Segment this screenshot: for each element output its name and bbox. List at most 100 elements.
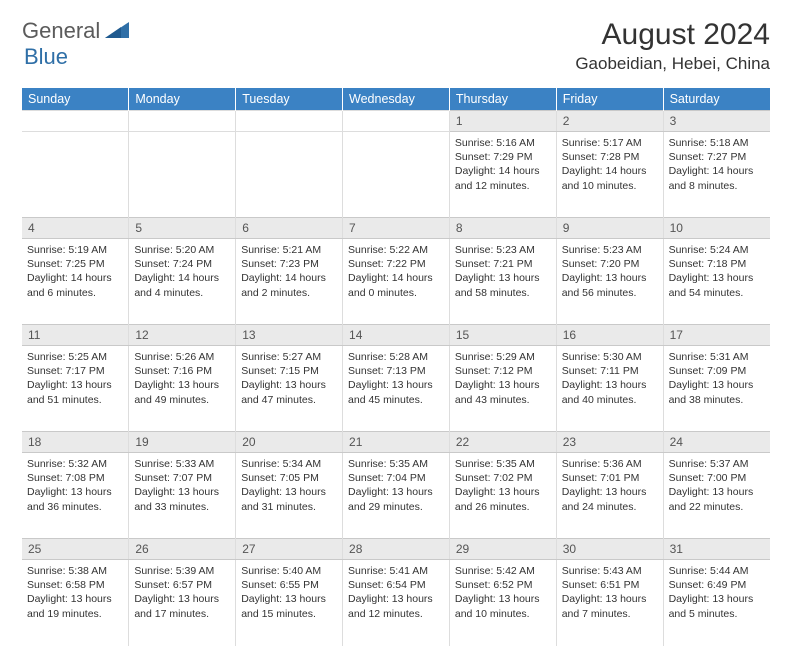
day-cell: Sunrise: 5:19 AMSunset: 7:25 PMDaylight:…	[22, 239, 129, 325]
sunset-text: Sunset: 7:00 PM	[669, 471, 765, 485]
sunrise-text: Sunrise: 5:27 AM	[241, 350, 337, 364]
day-cell: Sunrise: 5:40 AMSunset: 6:55 PMDaylight:…	[236, 560, 343, 646]
day-cell: Sunrise: 5:20 AMSunset: 7:24 PMDaylight:…	[129, 239, 236, 325]
day-content: Sunrise: 5:33 AMSunset: 7:07 PMDaylight:…	[134, 457, 230, 514]
day-cell: Sunrise: 5:34 AMSunset: 7:05 PMDaylight:…	[236, 453, 343, 539]
day-content: Sunrise: 5:41 AMSunset: 6:54 PMDaylight:…	[348, 564, 444, 621]
day-number-cell: 8	[449, 218, 556, 239]
day-cell: Sunrise: 5:38 AMSunset: 6:58 PMDaylight:…	[22, 560, 129, 646]
weekday-header: Thursday	[449, 88, 556, 111]
day-cell: Sunrise: 5:33 AMSunset: 7:07 PMDaylight:…	[129, 453, 236, 539]
day-number-cell: 26	[129, 539, 236, 560]
sunrise-text: Sunrise: 5:18 AM	[669, 136, 765, 150]
sunrise-text: Sunrise: 5:25 AM	[27, 350, 123, 364]
day-number-cell	[22, 111, 129, 132]
day-cell: Sunrise: 5:29 AMSunset: 7:12 PMDaylight:…	[449, 346, 556, 432]
sunset-text: Sunset: 7:09 PM	[669, 364, 765, 378]
daylight-text: Daylight: 13 hours and 10 minutes.	[455, 592, 551, 620]
day-cell: Sunrise: 5:41 AMSunset: 6:54 PMDaylight:…	[343, 560, 450, 646]
sunrise-text: Sunrise: 5:17 AM	[562, 136, 658, 150]
day-cell: Sunrise: 5:18 AMSunset: 7:27 PMDaylight:…	[663, 132, 770, 218]
day-number-cell: 11	[22, 325, 129, 346]
day-number-row: 25262728293031	[22, 539, 770, 560]
day-cell: Sunrise: 5:35 AMSunset: 7:02 PMDaylight:…	[449, 453, 556, 539]
day-cell	[343, 132, 450, 218]
sunrise-text: Sunrise: 5:16 AM	[455, 136, 551, 150]
header: General August 2024 Gaobeidian, Hebei, C…	[22, 18, 770, 74]
day-number-cell: 18	[22, 432, 129, 453]
sunrise-text: Sunrise: 5:44 AM	[669, 564, 765, 578]
day-content: Sunrise: 5:31 AMSunset: 7:09 PMDaylight:…	[669, 350, 765, 407]
sunrise-text: Sunrise: 5:39 AM	[134, 564, 230, 578]
day-cell: Sunrise: 5:36 AMSunset: 7:01 PMDaylight:…	[556, 453, 663, 539]
day-content: Sunrise: 5:17 AMSunset: 7:28 PMDaylight:…	[562, 136, 658, 193]
sunrise-text: Sunrise: 5:22 AM	[348, 243, 444, 257]
sunset-text: Sunset: 7:28 PM	[562, 150, 658, 164]
day-content: Sunrise: 5:40 AMSunset: 6:55 PMDaylight:…	[241, 564, 337, 621]
day-content-row: Sunrise: 5:32 AMSunset: 7:08 PMDaylight:…	[22, 453, 770, 539]
day-number-cell: 19	[129, 432, 236, 453]
sunset-text: Sunset: 6:57 PM	[134, 578, 230, 592]
daylight-text: Daylight: 13 hours and 56 minutes.	[562, 271, 658, 299]
day-cell: Sunrise: 5:17 AMSunset: 7:28 PMDaylight:…	[556, 132, 663, 218]
day-cell	[22, 132, 129, 218]
day-content: Sunrise: 5:30 AMSunset: 7:11 PMDaylight:…	[562, 350, 658, 407]
sunrise-text: Sunrise: 5:40 AM	[241, 564, 337, 578]
sunrise-text: Sunrise: 5:33 AM	[134, 457, 230, 471]
day-number-cell: 12	[129, 325, 236, 346]
day-number-cell: 30	[556, 539, 663, 560]
day-number-cell: 25	[22, 539, 129, 560]
sunset-text: Sunset: 7:24 PM	[134, 257, 230, 271]
day-content-row: Sunrise: 5:16 AMSunset: 7:29 PM Daylight:…	[22, 132, 770, 218]
sunrise-text: Sunrise: 5:37 AM	[669, 457, 765, 471]
day-content: Sunrise: 5:35 AMSunset: 7:02 PMDaylight:…	[455, 457, 551, 514]
sunset-text: Sunset: 7:21 PM	[455, 257, 551, 271]
daylight-text: Daylight: 14 hours and 10 minutes.	[562, 164, 658, 192]
sunset-text: Sunset: 7:12 PM	[455, 364, 551, 378]
day-number-row: 18192021222324	[22, 432, 770, 453]
daylight-text: Daylight: 14 hours and 4 minutes.	[134, 271, 230, 299]
sunset-text: Sunset: 7:29 PM	[455, 150, 551, 164]
sunset-text: Sunset: 7:23 PM	[241, 257, 337, 271]
day-cell: Sunrise: 5:21 AMSunset: 7:23 PMDaylight:…	[236, 239, 343, 325]
day-number-cell: 6	[236, 218, 343, 239]
daylight-text: Daylight: 14 hours and 0 minutes.	[348, 271, 444, 299]
sunrise-text: Sunrise: 5:23 AM	[562, 243, 658, 257]
day-content-row: Sunrise: 5:25 AMSunset: 7:17 PMDaylight:…	[22, 346, 770, 432]
day-number-cell: 29	[449, 539, 556, 560]
logo-blue-row: Blue	[24, 44, 68, 70]
daylight-text: Daylight: 13 hours and 5 minutes.	[669, 592, 765, 620]
day-number-cell: 27	[236, 539, 343, 560]
daylight-text: Daylight: 13 hours and 36 minutes.	[27, 485, 123, 513]
sunset-text: Sunset: 7:16 PM	[134, 364, 230, 378]
day-number-cell: 23	[556, 432, 663, 453]
day-content: Sunrise: 5:32 AMSunset: 7:08 PMDaylight:…	[27, 457, 123, 514]
day-content: Sunrise: 5:22 AMSunset: 7:22 PMDaylight:…	[348, 243, 444, 300]
day-content: Sunrise: 5:27 AMSunset: 7:15 PMDaylight:…	[241, 350, 337, 407]
day-number-cell: 10	[663, 218, 770, 239]
daylight-text: Daylight: 13 hours and 15 minutes.	[241, 592, 337, 620]
sunset-text: Sunset: 7:05 PM	[241, 471, 337, 485]
day-number-cell: 3	[663, 111, 770, 132]
day-number-cell: 4	[22, 218, 129, 239]
day-cell: Sunrise: 5:39 AMSunset: 6:57 PMDaylight:…	[129, 560, 236, 646]
calendar-head: SundayMondayTuesdayWednesdayThursdayFrid…	[22, 88, 770, 111]
day-content: Sunrise: 5:44 AMSunset: 6:49 PMDaylight:…	[669, 564, 765, 621]
day-content: Sunrise: 5:37 AMSunset: 7:00 PMDaylight:…	[669, 457, 765, 514]
day-cell: Sunrise: 5:22 AMSunset: 7:22 PMDaylight:…	[343, 239, 450, 325]
daylight-text: Daylight: 13 hours and 17 minutes.	[134, 592, 230, 620]
day-cell	[236, 132, 343, 218]
day-content: Sunrise: 5:18 AMSunset: 7:27 PMDaylight:…	[669, 136, 765, 193]
title-block: August 2024 Gaobeidian, Hebei, China	[575, 18, 770, 74]
weekday-header: Saturday	[663, 88, 770, 111]
sunrise-text: Sunrise: 5:20 AM	[134, 243, 230, 257]
day-content: Sunrise: 5:43 AMSunset: 6:51 PMDaylight:…	[562, 564, 658, 621]
logo-text-general: General	[22, 18, 100, 44]
daylight-text: Daylight: 13 hours and 22 minutes.	[669, 485, 765, 513]
day-cell: Sunrise: 5:37 AMSunset: 7:00 PMDaylight:…	[663, 453, 770, 539]
sunrise-text: Sunrise: 5:35 AM	[455, 457, 551, 471]
location-text: Gaobeidian, Hebei, China	[575, 54, 770, 74]
sunrise-text: Sunrise: 5:21 AM	[241, 243, 337, 257]
day-number-cell: 1	[449, 111, 556, 132]
day-cell: Sunrise: 5:25 AMSunset: 7:17 PMDaylight:…	[22, 346, 129, 432]
